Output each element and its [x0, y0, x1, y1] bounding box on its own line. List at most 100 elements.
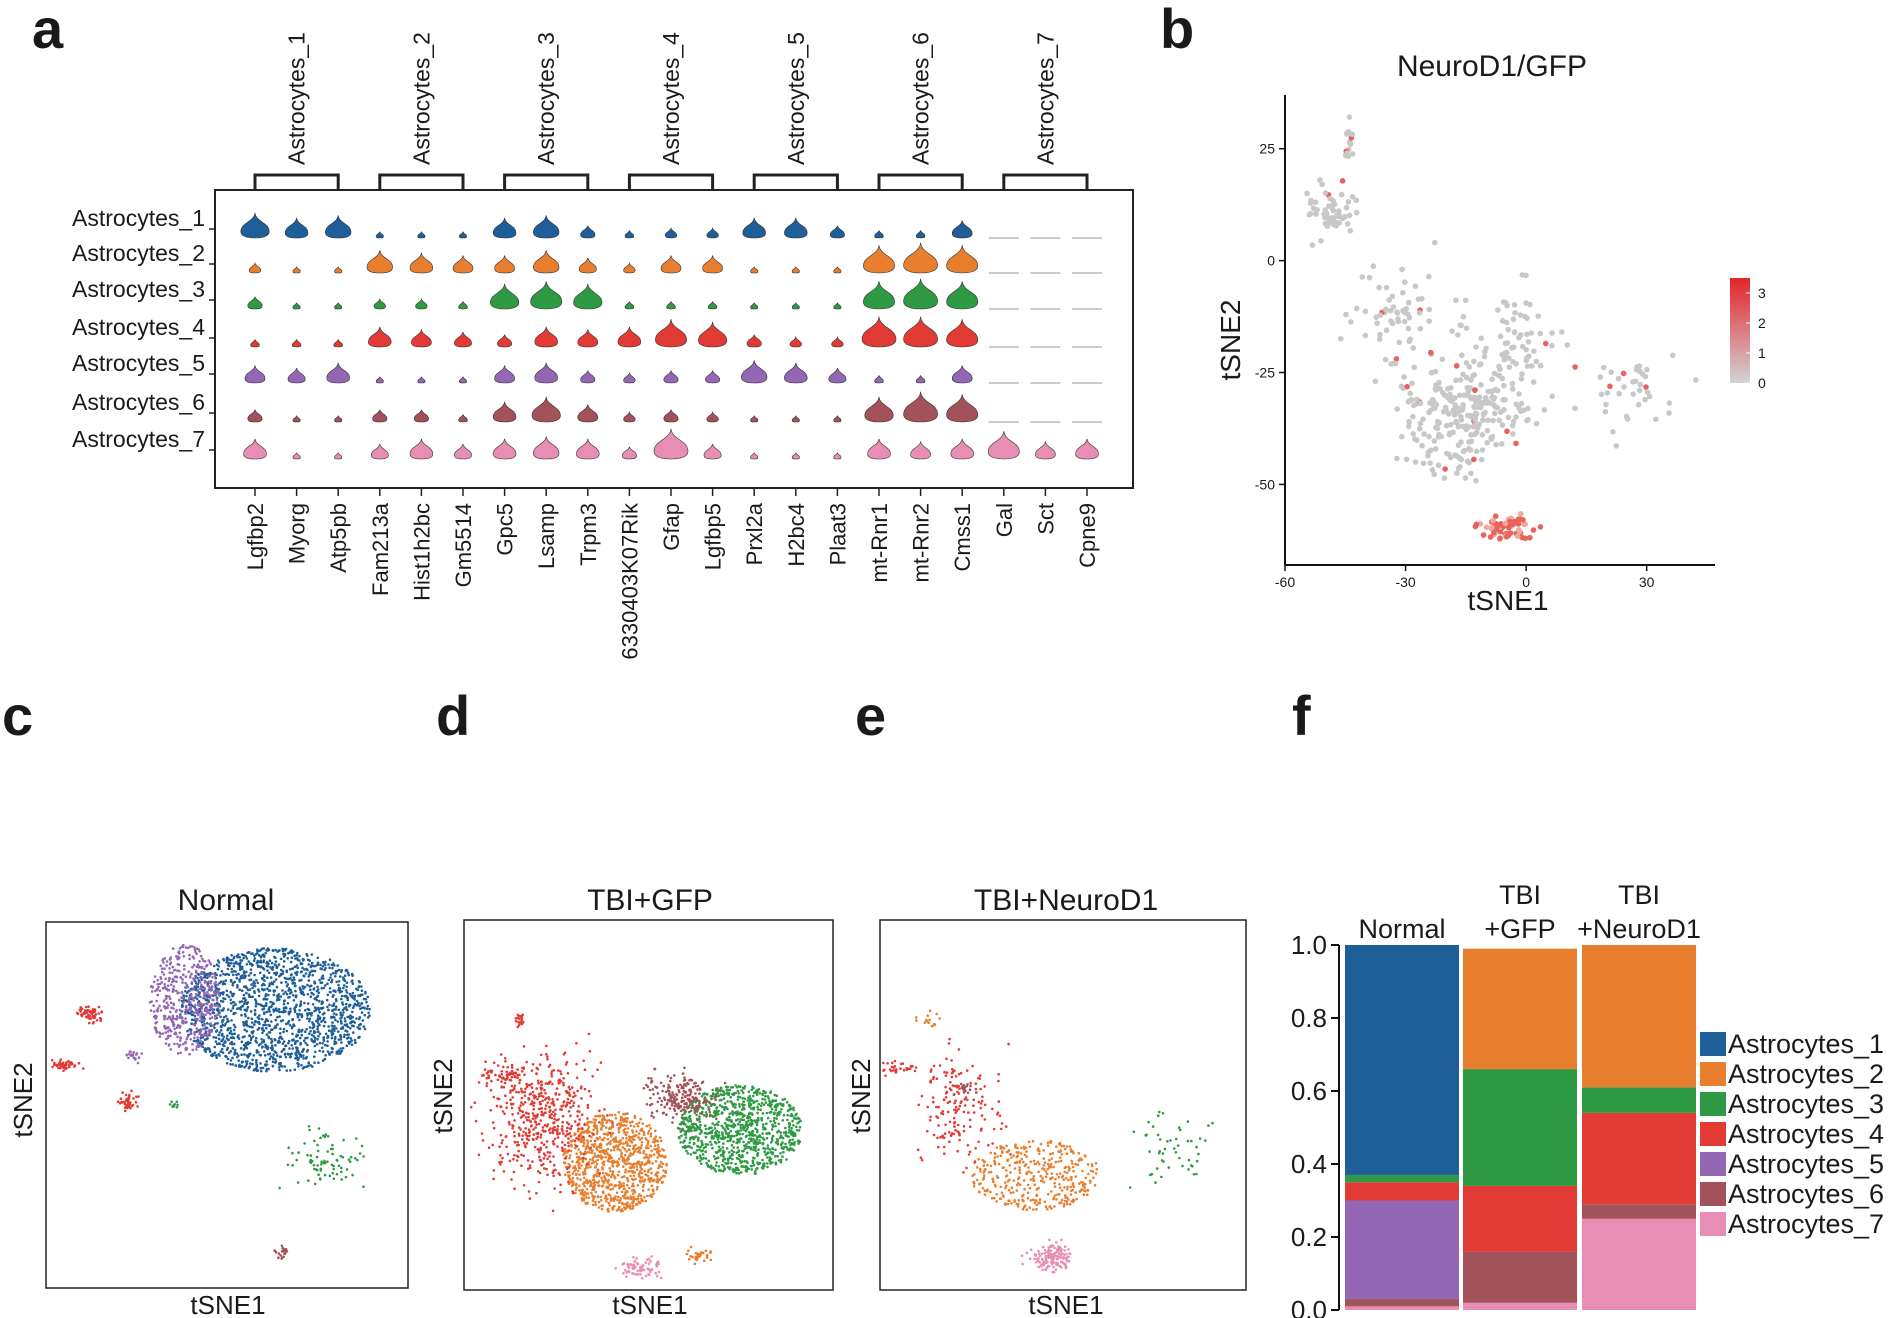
cell-point — [1530, 348, 1537, 354]
cell-point — [127, 1052, 131, 1056]
cell-point — [277, 1252, 281, 1255]
cell-point — [577, 1166, 581, 1169]
cell-point — [185, 1037, 188, 1041]
cell-point — [156, 993, 160, 997]
cell-point — [613, 1176, 617, 1179]
cell-point — [205, 981, 209, 984]
cell-point-expressing — [1527, 534, 1533, 541]
cell-point — [175, 1014, 179, 1018]
cell-point — [1463, 325, 1470, 331]
cell-point — [337, 986, 341, 990]
cell-point — [721, 1135, 725, 1138]
cell-point — [1473, 344, 1479, 350]
cell-point — [273, 1038, 276, 1041]
cell-point — [1453, 377, 1459, 384]
cell-point — [630, 1141, 634, 1144]
cell-point — [166, 1030, 170, 1033]
cell-point — [206, 1011, 209, 1014]
cell-point — [121, 1091, 124, 1094]
cell-point — [184, 1012, 187, 1016]
cell-point — [266, 949, 269, 952]
cell-point — [683, 1146, 687, 1150]
violin — [334, 302, 343, 310]
cell-point — [711, 1092, 715, 1095]
cell-point — [328, 987, 332, 990]
cell-point — [238, 955, 241, 959]
violin — [621, 446, 637, 460]
cell-point — [592, 1144, 596, 1148]
violin — [375, 231, 384, 239]
cell-point — [283, 1053, 287, 1056]
cell-point — [233, 1025, 237, 1029]
violin — [533, 436, 560, 460]
cell-point — [756, 1111, 759, 1115]
cell-point — [293, 978, 296, 981]
cell-point — [767, 1097, 770, 1100]
cell-point — [327, 978, 331, 982]
cell-point — [1524, 315, 1530, 321]
cell-point — [1600, 364, 1607, 371]
cell-point — [626, 1179, 630, 1183]
cell-point — [624, 1162, 627, 1166]
cell-point — [212, 964, 216, 968]
cell-point — [623, 1130, 626, 1134]
cell-point — [1496, 363, 1502, 370]
cell-point — [251, 1031, 254, 1035]
cell-point — [156, 1010, 159, 1013]
cell-point — [335, 1027, 338, 1030]
cell-point — [767, 1151, 770, 1155]
cell-point — [757, 1148, 760, 1151]
cell-point — [738, 1120, 741, 1124]
cell-point — [237, 1059, 240, 1062]
cell-point — [250, 1017, 254, 1020]
cell-point — [234, 1064, 238, 1067]
cell-point — [576, 1177, 579, 1180]
cell-point — [789, 1132, 793, 1136]
cell-point — [229, 1036, 233, 1040]
cell-point — [358, 1027, 361, 1031]
cell-point — [210, 1054, 213, 1057]
cell-point — [729, 1166, 732, 1169]
cell-point — [171, 977, 175, 981]
cell-point — [625, 1158, 629, 1161]
cell-point — [244, 1014, 247, 1018]
cell-point — [692, 1122, 695, 1126]
cell-point — [781, 1136, 785, 1140]
cell-point — [283, 1065, 287, 1068]
cell-point — [796, 1121, 799, 1125]
cell-point — [726, 1135, 730, 1139]
cell-point — [1377, 331, 1383, 338]
cell-point — [318, 978, 321, 982]
cell-point — [339, 975, 342, 978]
cell-point — [747, 1090, 751, 1093]
cell-point — [761, 1093, 764, 1096]
cell-point — [217, 1052, 221, 1056]
cell-point — [741, 1149, 744, 1153]
cell-point — [718, 1149, 722, 1152]
cell-point — [167, 979, 171, 983]
cell-point — [562, 1153, 565, 1156]
cell-point — [658, 1154, 661, 1157]
cell-point — [274, 1007, 278, 1010]
cell-point — [263, 1054, 267, 1057]
violin — [534, 362, 558, 384]
cell-point — [192, 977, 195, 980]
cell-point-expressing — [1480, 532, 1487, 538]
cell-point — [754, 1170, 757, 1173]
cell-point — [643, 1196, 646, 1199]
cell-point — [696, 1157, 699, 1160]
cell-point — [1399, 266, 1405, 273]
violin — [243, 438, 267, 460]
cell-point — [251, 986, 254, 990]
cell-point — [331, 995, 335, 998]
cell-point — [168, 967, 171, 970]
cell-point — [722, 1150, 726, 1154]
cell-point — [1394, 310, 1401, 316]
cell-point — [173, 1042, 176, 1046]
cell-point — [769, 1150, 773, 1154]
cell-point — [201, 976, 205, 980]
cell-point — [1439, 356, 1446, 363]
cell-point — [1407, 390, 1413, 397]
cell-point — [199, 1039, 202, 1042]
cell-point — [333, 1042, 336, 1046]
